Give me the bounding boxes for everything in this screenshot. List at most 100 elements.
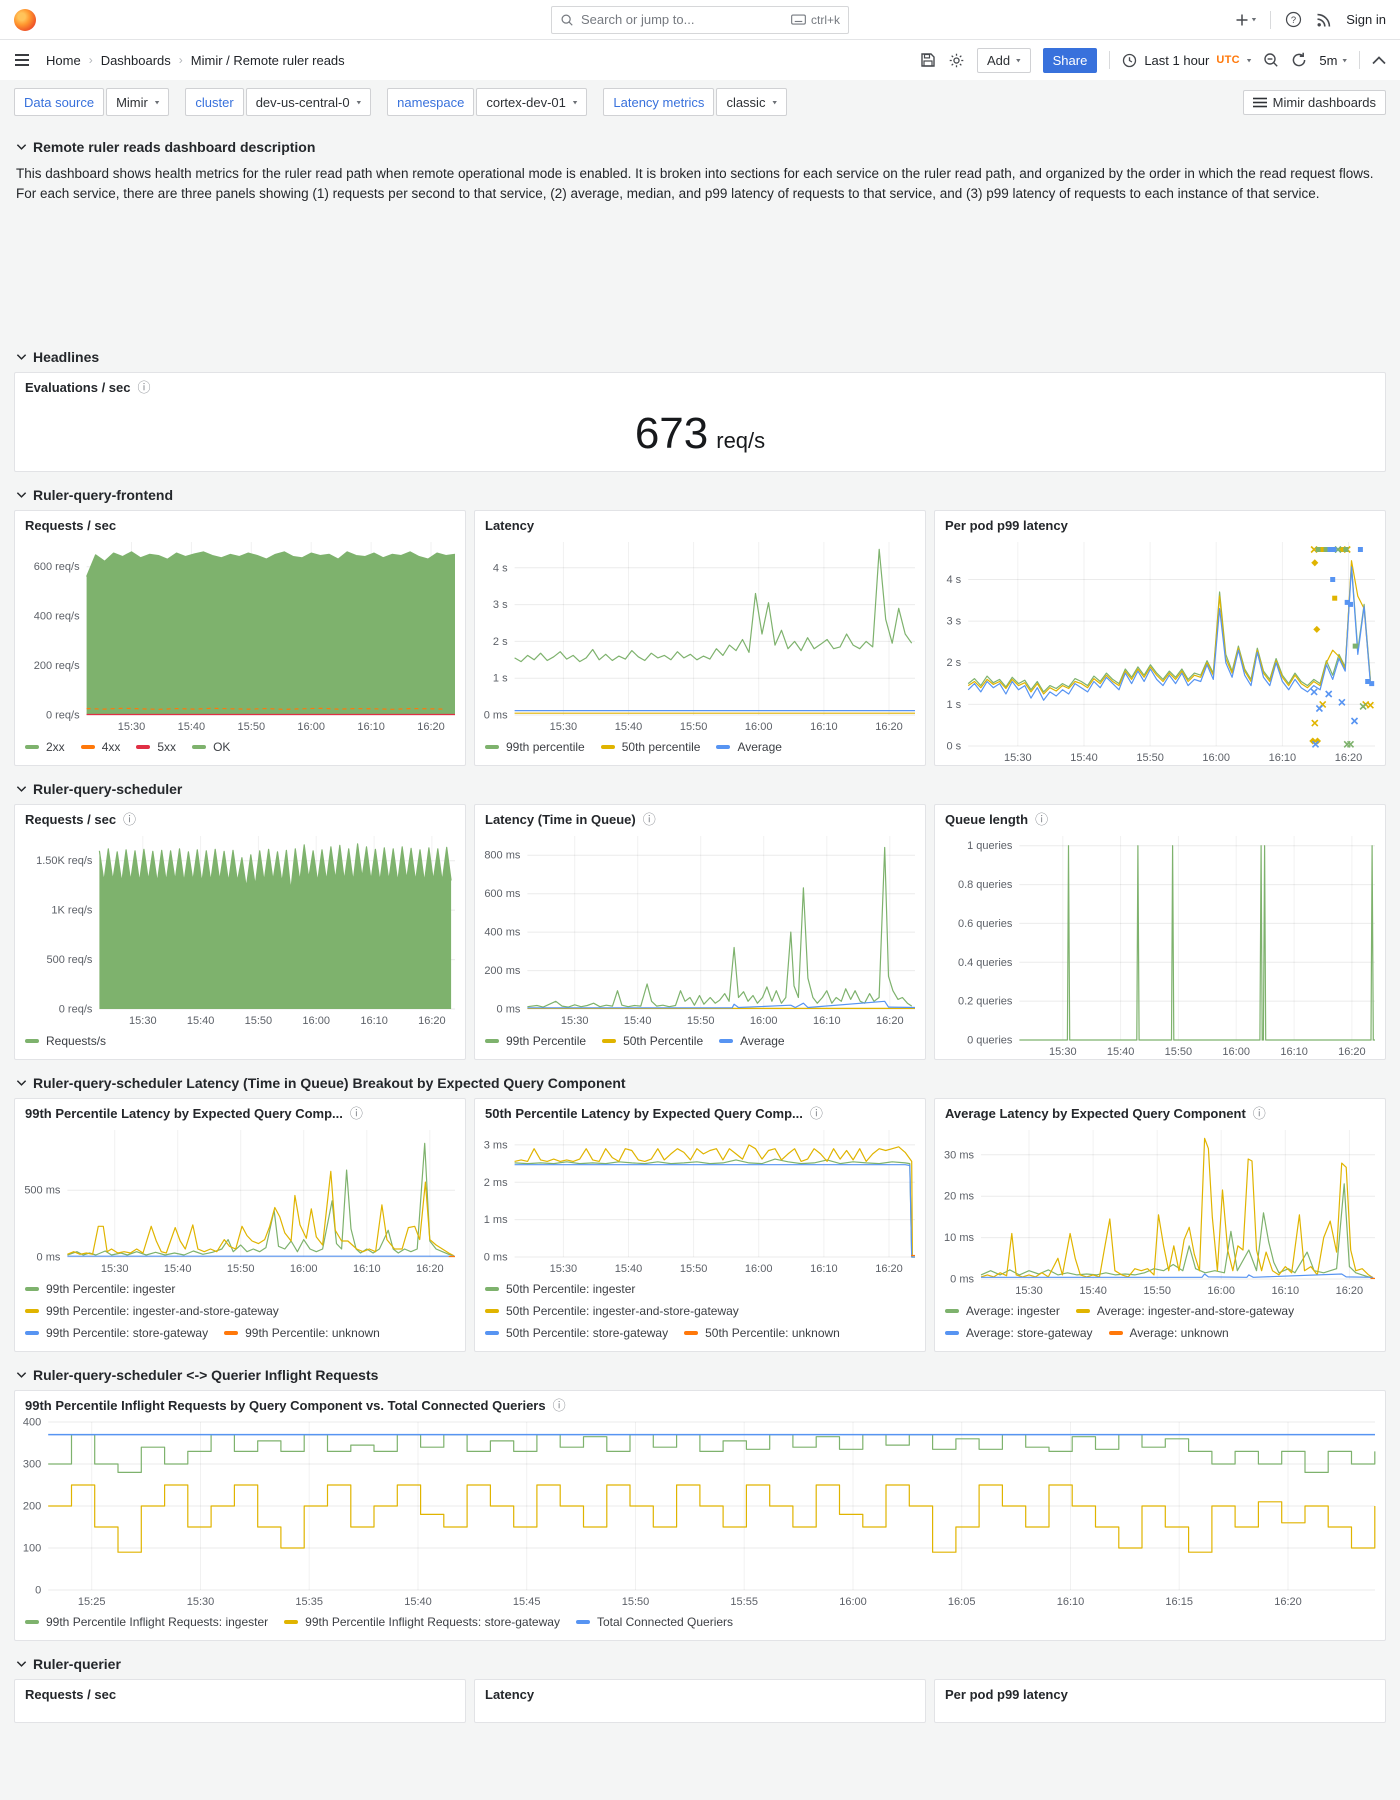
add-menu-button[interactable]: ▾ — [1236, 14, 1257, 25]
timeseries-chart[interactable]: 15:30 15:40 15:50 16:00 16:10 16:20 0 s 1 s 2 s 3… — [935, 535, 1385, 765]
info-icon[interactable]: ⓘ — [552, 1398, 566, 1413]
legend-swatch — [1075, 1309, 1090, 1313]
legend-item[interactable]: Total Connected Queriers — [575, 1611, 733, 1633]
settings-gear-icon[interactable] — [948, 52, 965, 69]
panel-title[interactable]: 99th Percentile Latency by Expected Quer… — [25, 1106, 363, 1121]
legend-item[interactable]: 99th Percentile Inflight Requests: inges… — [25, 1611, 268, 1633]
row-header-scheduler[interactable]: Ruler-query-scheduler — [14, 768, 1386, 804]
row-header-headlines[interactable]: Headlines — [14, 336, 1386, 372]
grafana-logo[interactable] — [14, 8, 36, 31]
search-input[interactable]: Search or jump to... ctrl+k — [551, 5, 849, 34]
legend-item[interactable]: 4xx — [80, 736, 120, 758]
var-select-cluster[interactable]: dev-us-central-0 ▾ — [245, 88, 372, 116]
legend-item[interactable]: 2xx — [25, 736, 65, 758]
legend-item[interactable]: 99th percentile — [485, 736, 585, 758]
breadcrumb-home[interactable]: Home — [46, 52, 81, 68]
var-select-datasource[interactable]: Mimir ▾ — [106, 88, 170, 116]
timeseries-chart[interactable]: 15:30 15:40 15:50 16:00 16:10 16:20 0 req/s 500… — [15, 829, 465, 1028]
panel-title[interactable]: Evaluations / sec ⓘ — [25, 380, 151, 395]
legend-item[interactable]: 99th Percentile: unknown — [224, 1322, 380, 1344]
panel-title[interactable]: Queue length ⓘ — [945, 812, 1049, 827]
news-rss-icon[interactable] — [1316, 12, 1332, 28]
svg-text:15:40: 15:40 — [178, 721, 206, 733]
legend-item[interactable]: 50th percentile — [600, 736, 700, 758]
panel-title[interactable]: Requests / sec ⓘ — [25, 812, 137, 827]
time-range-picker[interactable]: Last 1 hour UTC ▾ — [1122, 53, 1251, 68]
row-header-inflight[interactable]: Ruler-query-scheduler <-> Querier Inflig… — [14, 1354, 1386, 1390]
menu-hamburger-icon[interactable] — [14, 53, 30, 67]
legend-item[interactable]: 99th Percentile: store-gateway — [25, 1322, 208, 1344]
legend-item[interactable]: Average: store-gateway — [945, 1322, 1093, 1344]
legend-item[interactable]: Average: ingester — [945, 1300, 1060, 1322]
panel-title[interactable]: Requests / sec — [25, 1687, 117, 1702]
info-icon[interactable]: ⓘ — [1252, 1106, 1266, 1121]
timeseries-chart[interactable]: 15:25 15:30 15:35 15:40 15:45 15:50 15:55 16:00… — [15, 1415, 1385, 1609]
row-header-description[interactable]: Remote ruler reads dashboard description — [14, 126, 1386, 162]
timeseries-chart[interactable]: 15:30 15:40 15:50 16:00 16:10 16:20 0 req/s 200… — [15, 535, 465, 734]
save-dashboard-icon[interactable] — [920, 52, 936, 68]
add-button[interactable]: Add ▾ — [976, 47, 1031, 73]
row-header-querier[interactable]: Ruler-querier — [14, 1643, 1386, 1679]
svg-text:200: 200 — [23, 1501, 41, 1513]
legend-item[interactable]: Average: unknown — [1108, 1322, 1229, 1344]
timeseries-chart[interactable]: 15:30 15:40 15:50 16:00 16:10 16:20 0 queries 0… — [935, 829, 1385, 1059]
info-icon[interactable]: ⓘ — [349, 1106, 363, 1121]
legend-item[interactable]: 50th Percentile: store-gateway — [485, 1322, 668, 1344]
var-select-namespace[interactable]: cortex-dev-01 ▾ — [476, 88, 588, 116]
legend-item[interactable]: 99th Percentile Inflight Requests: store… — [284, 1611, 560, 1633]
help-icon[interactable]: ? — [1285, 11, 1302, 28]
svg-text:15:30: 15:30 — [187, 1596, 215, 1608]
legend-item[interactable]: 50th Percentile: ingester — [485, 1278, 635, 1300]
info-icon[interactable]: ⓘ — [642, 812, 656, 827]
legend-item[interactable]: 50th Percentile — [602, 1030, 703, 1052]
breadcrumb-dashboards[interactable]: Dashboards — [100, 52, 171, 68]
panel-title[interactable]: Per pod p99 latency — [945, 1687, 1068, 1702]
timeseries-chart[interactable]: 15:30 15:40 15:50 16:00 16:10 16:20 0 ms 1 s 2 s… — [475, 535, 925, 734]
legend-item[interactable]: 50th Percentile: unknown — [684, 1322, 840, 1344]
legend-item[interactable]: 99th Percentile — [485, 1030, 586, 1052]
kiosk-collapse-icon[interactable] — [1372, 55, 1386, 65]
sign-in-link[interactable]: Sign in — [1346, 12, 1386, 27]
svg-text:0 ms: 0 ms — [37, 1252, 61, 1264]
legend-item[interactable]: 99th Percentile: ingester — [25, 1278, 175, 1300]
legend-item[interactable]: 50th Percentile: ingester-and-store-gate… — [485, 1300, 739, 1322]
timeseries-chart[interactable]: 15:30 15:40 15:50 16:00 16:10 16:20 0 ms 200 ms… — [475, 829, 925, 1028]
svg-text:16:20: 16:20 — [1336, 1285, 1364, 1297]
mimir-dashboards-button[interactable]: Mimir dashboards — [1242, 89, 1386, 115]
legend-item[interactable]: 99th Percentile: ingester-and-store-gate… — [25, 1300, 279, 1322]
refresh-icon[interactable] — [1291, 52, 1307, 68]
row-header-frontend[interactable]: Ruler-query-frontend — [14, 474, 1386, 510]
panel-title[interactable]: Average Latency by Expected Query Compon… — [945, 1106, 1266, 1121]
svg-text:15:50: 15:50 — [1136, 752, 1164, 764]
panel-title[interactable]: 50th Percentile Latency by Expected Quer… — [485, 1106, 823, 1121]
row-header-breakout[interactable]: Ruler-query-scheduler Latency (Time in Q… — [14, 1062, 1386, 1098]
share-button[interactable]: Share — [1042, 47, 1098, 73]
timeseries-chart[interactable]: 15:30 15:40 15:50 16:00 16:10 16:20 0 ms 500 ms — [15, 1123, 465, 1276]
legend-item[interactable]: Requests/s — [25, 1030, 106, 1052]
legend-item[interactable]: 5xx — [136, 736, 176, 758]
zoom-out-icon[interactable] — [1263, 52, 1279, 68]
legend-item[interactable]: Average: ingester-and-store-gateway — [1075, 1300, 1294, 1322]
panel-title[interactable]: 99th Percentile Inflight Requests by Que… — [25, 1398, 566, 1413]
svg-text:4 s: 4 s — [493, 562, 508, 574]
svg-text:15:45: 15:45 — [513, 1596, 541, 1608]
legend-item[interactable]: Average — [719, 1030, 785, 1052]
svg-text:15:40: 15:40 — [187, 1015, 215, 1027]
panel-title[interactable]: Latency — [485, 1687, 535, 1702]
timeseries-chart[interactable]: 15:30 15:40 15:50 16:00 16:10 16:20 0 ms 10 ms 2… — [935, 1123, 1385, 1298]
panel-title[interactable]: Requests / sec — [25, 518, 117, 533]
legend-item[interactable]: Average — [716, 736, 782, 758]
info-icon[interactable]: ⓘ — [137, 380, 151, 395]
info-icon[interactable]: ⓘ — [123, 812, 137, 827]
panel-title[interactable]: Latency — [485, 518, 535, 533]
info-icon[interactable]: ⓘ — [809, 1106, 823, 1121]
panel-title[interactable]: Per pod p99 latency — [945, 518, 1068, 533]
panel-title[interactable]: Latency (Time in Queue) ⓘ — [485, 812, 656, 827]
legend-item[interactable]: OK — [192, 736, 230, 758]
var-select-latency-metrics[interactable]: classic ▾ — [716, 88, 787, 116]
legend-swatch — [945, 1309, 959, 1313]
refresh-interval-picker[interactable]: 5m ▾ — [1319, 52, 1347, 68]
timeseries-chart[interactable]: 15:30 15:40 15:50 16:00 16:10 16:20 0 ms 1 ms 2 … — [475, 1123, 925, 1276]
info-icon[interactable]: ⓘ — [1035, 812, 1049, 827]
svg-text:16:10: 16:10 — [357, 721, 385, 733]
